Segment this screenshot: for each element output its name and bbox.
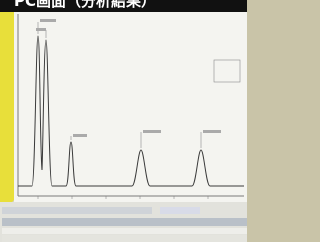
screenshot: PC画面（分析結果）	[0, 0, 247, 242]
table-row	[2, 228, 247, 234]
table-header	[2, 218, 247, 226]
tab-link[interactable]	[160, 207, 200, 214]
tab-strip[interactable]	[2, 207, 152, 214]
page: PC画面（分析結果） (() => { const data = JSON.pa…	[0, 0, 247, 242]
page-title: PC画面（分析結果）	[14, 0, 156, 10]
table-row	[2, 235, 247, 242]
slide-edge	[0, 10, 14, 215]
